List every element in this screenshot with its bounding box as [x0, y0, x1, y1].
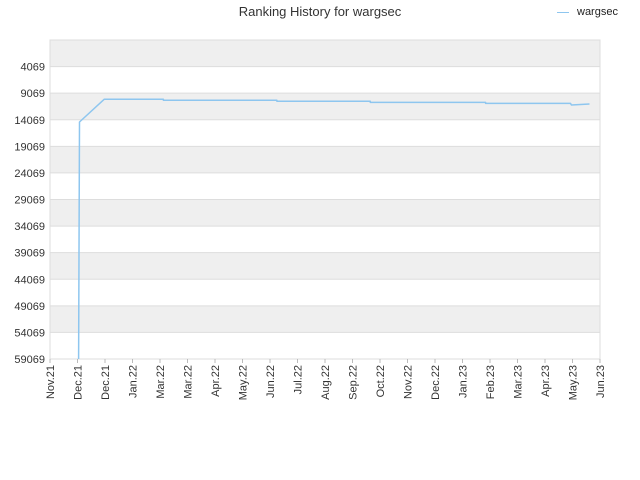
x-tick-label: Nov.22 — [403, 365, 415, 399]
y-tick-label: 29069 — [14, 195, 45, 207]
y-tick-label: 59069 — [14, 354, 45, 366]
y-tick-label: 19069 — [14, 141, 45, 153]
x-tick-label: Mar.23 — [513, 365, 525, 399]
x-tick-label: Feb.23 — [485, 365, 497, 399]
x-tick-label: Jun.23 — [595, 365, 607, 398]
plot-band — [50, 66, 600, 94]
y-tick-label: 14069 — [14, 115, 45, 127]
y-tick-label: 4069 — [21, 62, 45, 74]
y-tick-label: 49069 — [14, 301, 45, 313]
legend-label-wargsec: wargsec — [577, 6, 618, 18]
x-tick-label: Nov.21 — [45, 365, 57, 399]
plot-band — [50, 40, 600, 67]
y-tick-label: 44069 — [14, 274, 45, 286]
plot-band — [50, 172, 600, 200]
x-tick-label: Apr.22 — [210, 365, 222, 397]
plot-band — [50, 226, 600, 253]
x-tick-label: Dec.21 — [73, 365, 85, 400]
y-tick-label: 54069 — [14, 327, 45, 339]
plot-band — [50, 119, 600, 147]
y-tick-label: 34069 — [14, 221, 45, 233]
x-tick-label: Jan.22 — [128, 365, 140, 398]
x-tick-label: Apr.23 — [540, 365, 552, 397]
x-tick-label: Dec.21 — [100, 365, 112, 400]
legend[interactable]: wargsec — [557, 5, 618, 19]
y-tick-label: 9069 — [21, 88, 45, 100]
plot-band — [50, 93, 600, 120]
x-tick-label: Mar.22 — [155, 365, 167, 399]
x-tick-label: Sep.22 — [348, 365, 360, 400]
x-tick-label: Dec.22 — [430, 365, 442, 400]
chart-title: Ranking History for wargsec — [238, 4, 402, 19]
y-tick-label: 24069 — [14, 168, 45, 180]
x-tick-label: Jul.22 — [293, 365, 305, 394]
plot-band — [50, 199, 600, 227]
plot-band — [50, 305, 600, 333]
x-tick-label: May.22 — [238, 365, 250, 400]
plot-band — [50, 279, 600, 306]
x-tick-label: Jun.22 — [265, 365, 277, 398]
x-tick-label: May.23 — [568, 365, 580, 400]
x-tick-label: Mar.22 — [183, 365, 195, 399]
x-tick-label: Aug.22 — [320, 365, 332, 400]
plot-band — [50, 252, 600, 280]
x-tick-label: Jan.23 — [458, 365, 470, 398]
legend-swatch-wargsec — [557, 11, 569, 13]
x-tick-label: Oct.22 — [375, 365, 387, 397]
y-tick-label: 39069 — [14, 248, 45, 260]
plot-band — [50, 146, 600, 173]
plot-band — [50, 332, 600, 359]
series-line-wargsec — [77, 98, 590, 360]
